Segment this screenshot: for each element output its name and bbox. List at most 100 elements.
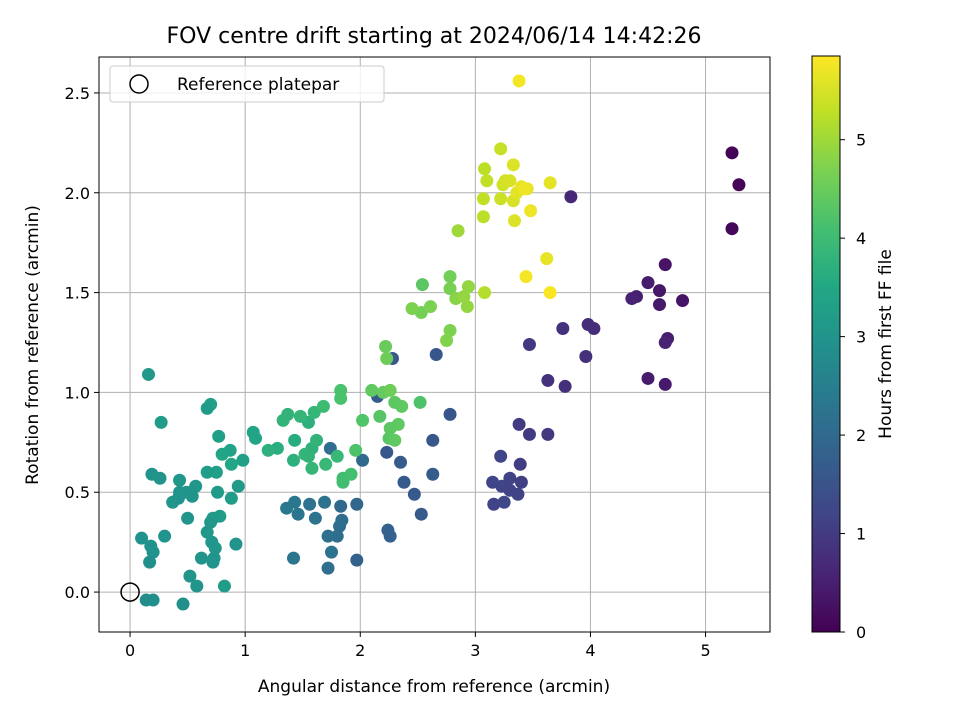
legend-box [109, 65, 385, 103]
data-point [522, 427, 536, 441]
data-point [397, 475, 411, 489]
data-point [451, 224, 465, 238]
data-point [141, 367, 155, 381]
data-point [512, 74, 526, 88]
data-point [183, 569, 197, 583]
y-tick-label: 1.0 [65, 383, 90, 402]
data-point [185, 489, 199, 503]
data-point [443, 282, 457, 296]
data-point [139, 593, 153, 607]
data-point [356, 453, 370, 467]
data-point [443, 270, 457, 284]
data-point [356, 413, 370, 427]
data-point [310, 433, 324, 447]
data-point [209, 465, 223, 479]
data-point [564, 190, 578, 204]
data-point [522, 338, 536, 351]
legend: Reference platepar [109, 65, 385, 103]
data-point [249, 431, 263, 445]
data-point [487, 497, 501, 511]
data-point [224, 491, 238, 505]
data-point [587, 322, 601, 336]
data-point [171, 491, 185, 505]
data-point [288, 433, 302, 447]
data-point [514, 475, 528, 489]
data-point [541, 373, 555, 387]
data-point [287, 551, 301, 565]
x-tick-label: 0 [125, 641, 135, 660]
y-tick-label: 0.5 [65, 483, 90, 502]
data-point [350, 497, 364, 511]
data-point [380, 445, 394, 459]
data-point [206, 555, 220, 569]
scatter-points [135, 74, 746, 611]
x-tick-label: 1 [240, 641, 250, 660]
y-tick-label: 2.5 [65, 84, 90, 103]
data-point [494, 142, 508, 156]
data-point [344, 467, 358, 481]
data-point [276, 413, 290, 427]
data-point [215, 447, 229, 461]
data-point [380, 351, 394, 365]
data-point [176, 597, 190, 611]
x-axis-label: Angular distance from reference (arcmin) [258, 677, 610, 697]
data-point [217, 579, 231, 593]
data-point [423, 300, 437, 314]
data-point [556, 322, 570, 336]
data-point [231, 479, 245, 493]
data-point [334, 499, 348, 513]
data-point [316, 399, 330, 413]
data-point [476, 192, 490, 206]
data-point [413, 395, 427, 409]
data-point [494, 192, 508, 206]
data-point [291, 507, 305, 521]
data-point [725, 222, 739, 236]
data-point [558, 379, 572, 393]
data-point [224, 457, 238, 471]
x-tick-label: 4 [585, 641, 595, 660]
data-point [653, 284, 667, 298]
data-point [543, 176, 557, 190]
data-point [318, 495, 332, 509]
data-point [200, 525, 214, 539]
data-point [200, 401, 214, 415]
y-tick-label: 1.5 [65, 284, 90, 303]
colorbar-ticks: 0 1 2 3 4 5 [840, 131, 866, 642]
data-point [457, 290, 471, 304]
colorbar-tick-label: 1 [856, 525, 866, 544]
y-axis-ticks: 0.0 0.5 1.0 1.5 2.0 2.5 [65, 84, 99, 602]
data-point [426, 433, 440, 447]
colorbar-tick-label: 5 [856, 131, 866, 150]
data-point [388, 433, 402, 447]
data-point [321, 561, 335, 575]
data-point [350, 553, 364, 567]
data-point [579, 349, 593, 363]
data-point [321, 529, 335, 543]
chart-title: FOV centre drift starting at 2024/06/14 … [167, 24, 702, 49]
data-point [146, 545, 160, 559]
data-point [173, 473, 187, 487]
data-point [383, 421, 397, 435]
data-point [204, 515, 218, 529]
y-axis-label: Rotation from reference (arcmin) [23, 205, 43, 485]
data-point [236, 453, 250, 467]
data-point [154, 415, 168, 429]
colorbar-tick-label: 3 [856, 328, 866, 347]
data-point [189, 479, 203, 493]
data-point [383, 383, 397, 397]
data-point [478, 286, 492, 300]
data-point [324, 545, 338, 559]
data-point [524, 204, 538, 218]
data-point [319, 457, 333, 471]
data-point [212, 429, 226, 443]
x-tick-label: 3 [470, 641, 480, 660]
data-point [507, 214, 521, 228]
data-point [476, 210, 490, 224]
colorbar-bar [811, 55, 841, 633]
data-point [181, 511, 195, 525]
data-point [518, 182, 532, 196]
data-point [194, 551, 208, 565]
colorbar: 0 1 2 3 4 5 Hours from first FF file [811, 55, 896, 642]
data-point [158, 529, 172, 543]
